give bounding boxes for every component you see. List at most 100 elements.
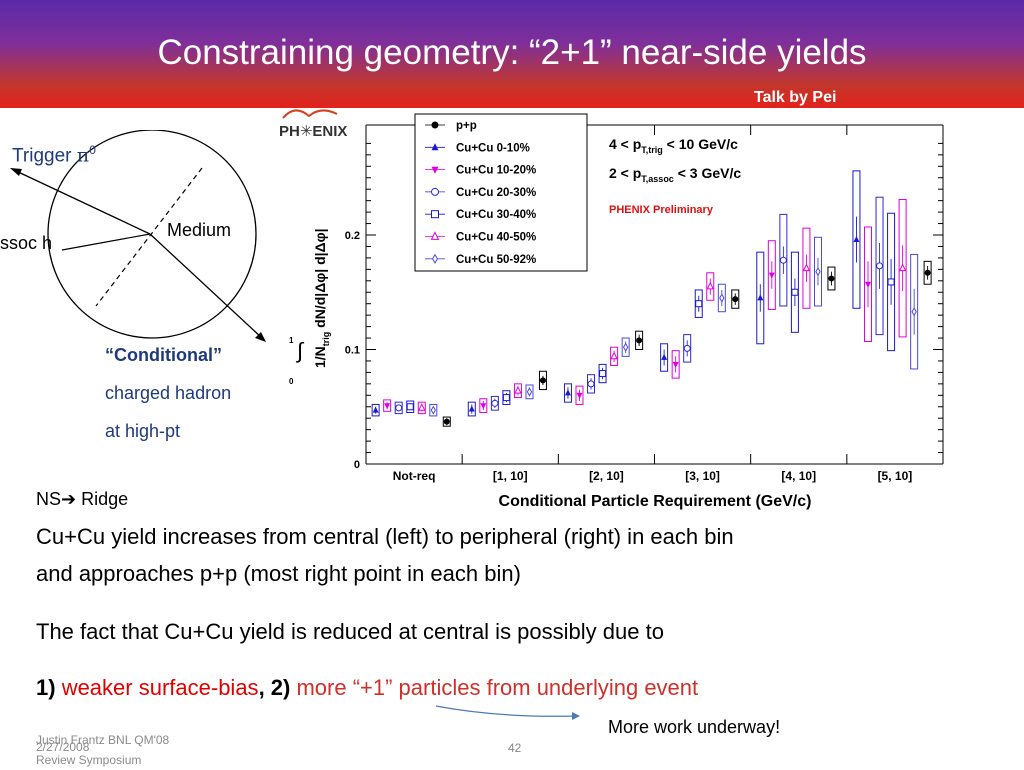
slide-title: Constraining geometry: “2+1” near-side y… [157,33,867,72]
footer-author-line-1: Justin Frantz BNL QM'08 [36,733,170,747]
marker-open-circle [431,187,439,196]
trigger-symbol: π [76,144,90,167]
marker-open-triangle [417,403,426,411]
marker-filled-inverted-triangle [576,392,583,399]
x-tick-label: [5, 10] [878,469,913,483]
systematic-error-box [417,401,426,415]
page-number: 42 [508,741,522,755]
marker-filled-triangle [372,406,379,413]
series-cu-cu-10-20- [383,226,872,413]
systematic-error-box [910,253,919,370]
trigger-label: Trigger π0 [12,143,96,167]
marker-open-triangle [514,386,522,394]
marker-open-triangle [706,281,715,290]
marker-open-circle [876,262,884,270]
systematic-error-box [371,403,380,417]
conditional-arrow-head [255,332,266,342]
systematic-error-box [863,226,872,342]
systematic-error-box [731,289,740,309]
systematic-error-box [467,401,476,417]
marker-open-circle [587,380,595,388]
legend-entry-label: Cu+Cu 50-92% [456,254,536,266]
systematic-error-box [513,383,522,399]
marker-open-triangle [802,263,811,272]
footer-author-line-2: Review Symposium [36,753,142,767]
systematic-error-box [756,251,765,345]
systematic-error-box [538,370,547,391]
marker-filled-inverted-triangle [672,361,679,368]
high-pt-label: at high-pt [105,421,181,441]
marker-filled-triangle [431,143,439,151]
legend-entry-label: Cu+Cu 30-40% [456,209,536,221]
marker-open-triangle [430,231,440,240]
medium-circle [47,130,257,339]
marker-open-circle [491,399,499,407]
legend-box [414,113,588,272]
series-cu-cu-20-30- [394,196,884,415]
systematic-error-box [852,170,861,309]
kinematic-annotations: 4 < pT,trig < 10 GeV/c 2 < pT,assoc < 3 … [609,136,741,216]
marker-open-diamond [431,253,439,264]
x-axis-label: Conditional Particle Requirement (GeV/c) [499,493,812,510]
legend-entry-label: p+p [456,120,477,132]
assoc-direction-line [61,233,151,251]
marker-filled-inverted-triangle [480,403,487,410]
item-2-text: more “+1” particles from underlying even… [296,675,699,700]
right-arrow-icon: ➔ [61,489,77,509]
item-separator: , 2) [258,675,297,700]
marker-open-square [502,394,510,402]
charged-hadron-label: charged hadron [105,383,232,403]
integral-upper-limit: 1 [289,336,294,345]
marker-filled-triangle [564,389,571,396]
y-tick-label: 0.1 [345,345,360,357]
series-p-p [442,260,932,427]
phenix-logo: PH✳ENIX [279,109,347,140]
trigger-text: Trigger [12,145,72,167]
dashed-axis-line [95,167,203,307]
conditional-direction-line [149,233,263,339]
paragraph-yield-line-2: and approaches p+p (most right point in … [36,561,521,586]
marker-filled-triangle [853,235,860,242]
systematic-error-box [383,399,392,412]
paragraph-yield: Cu+Cu yield increases from central (left… [36,518,734,592]
series-cu-cu-50-92- [429,236,919,417]
marker-open-square [431,210,439,219]
assoc-label: ssoc h [0,233,53,253]
marker-filled-circle [828,275,835,282]
series-cu-cu-40-50- [417,199,907,415]
item-1-text: weaker surface-bias [61,675,259,700]
marker-open-circle [395,404,403,412]
systematic-error-box [923,260,932,285]
item-1-number: 1) [36,675,62,700]
marker-filled-triangle [757,294,764,301]
systematic-error-box [767,240,776,310]
assoc-pt-range: 2 < pT,assoc < 3 GeV/c [609,165,741,184]
work-note: More work underway! [608,717,781,737]
integral-symbol: ∫ [295,338,305,363]
phenix-logo-flame [282,109,338,119]
marker-filled-inverted-triangle [431,166,439,174]
x-tick-label: [3, 10] [685,469,720,483]
systematic-error-box [717,283,726,313]
yield-chart: PH✳ENIX 0 0.1 0.2 Not-req [1, 10] [2, 10] [3,… [279,109,944,510]
marker-filled-circle [443,418,450,425]
systematic-error-box [635,330,644,350]
paragraph-yield-line-1: Cu+Cu yield increases from central (left… [36,524,734,549]
systematic-error-box [813,236,822,307]
marker-open-diamond [622,342,629,352]
pointer-arrow-curve [435,705,577,717]
trigger-arrow-head [10,168,22,176]
ns-prefix: NS [36,489,62,509]
marker-open-square [887,278,895,286]
systematic-error-box [525,384,534,400]
ns-ridge-label: NS➔ Ridge [36,489,128,510]
systematic-error-box [610,346,619,367]
systematic-error-box [660,343,669,372]
marker-open-diamond [526,387,533,397]
marker-filled-circle [539,377,546,384]
legend-entry-label: Cu+Cu 40-50% [456,232,536,244]
legend-entry-label: Cu+Cu 20-30% [456,187,536,199]
marker-filled-inverted-triangle [864,281,871,288]
marker-filled-circle [924,269,931,276]
legend-entry-label: Cu+Cu 0-10% [456,142,530,154]
